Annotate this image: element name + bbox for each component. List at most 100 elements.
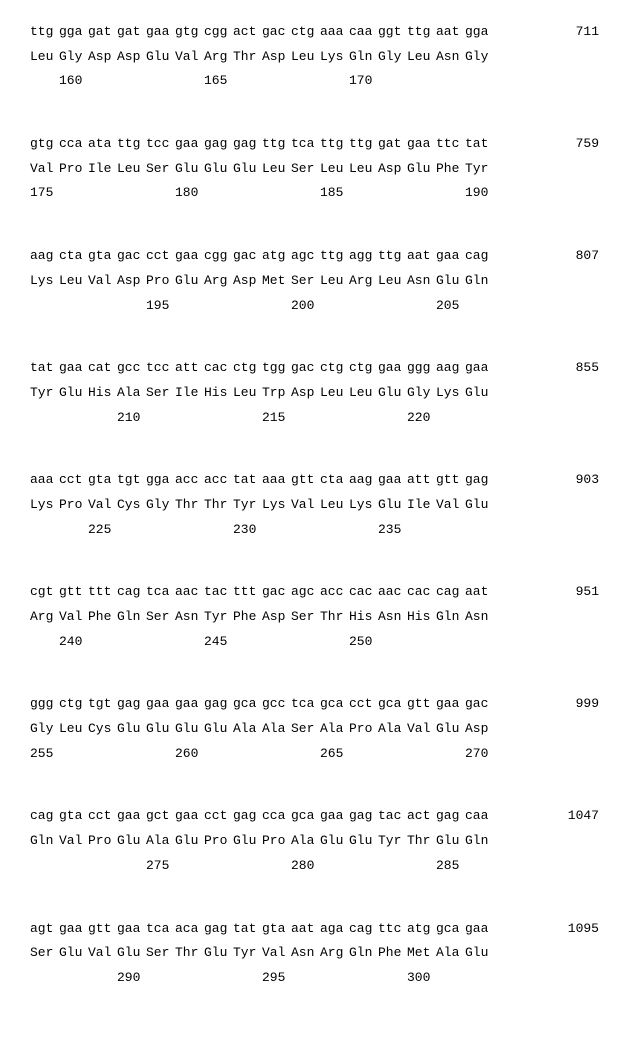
residue-index	[407, 742, 436, 767]
residue-index	[30, 854, 59, 879]
codon: ttg	[117, 132, 146, 157]
residue-index: 185	[320, 181, 349, 206]
amino-acid: Met	[407, 941, 436, 966]
residue-index	[378, 630, 407, 655]
amino-acid: Cys	[117, 493, 146, 518]
amino-acid: Glu	[378, 381, 407, 406]
amino-acid: Glu	[465, 381, 494, 406]
amino-acid: Thr	[407, 829, 436, 854]
codon: cag	[349, 917, 378, 942]
amino-acid: Thr	[320, 605, 349, 630]
codon: ttg	[378, 244, 407, 269]
amino-acid: Glu	[146, 717, 175, 742]
codon-row: gggctgtgtgaggaagaagaggcagcctcagcacctgcag…	[30, 692, 599, 717]
amino-acid: Lys	[320, 45, 349, 70]
codon: aat	[465, 580, 494, 605]
amino-acid: Glu	[175, 829, 204, 854]
amino-acid: Glu	[117, 717, 146, 742]
amino-acid: Leu	[30, 45, 59, 70]
codon: gta	[59, 804, 88, 829]
residue-index	[146, 406, 175, 431]
amino-acid: Val	[88, 493, 117, 518]
amino-acid: Val	[175, 45, 204, 70]
codon: cag	[436, 580, 465, 605]
codon: gca	[378, 692, 407, 717]
residue-index	[262, 294, 291, 319]
amino-acid: Ala	[146, 829, 175, 854]
residue-index	[291, 181, 320, 206]
residue-index: 270	[465, 742, 494, 767]
codon: gtt	[436, 468, 465, 493]
codon: gaa	[407, 132, 436, 157]
codon: gac	[262, 20, 291, 45]
index-row: 240245250	[30, 630, 599, 655]
codon: tat	[465, 132, 494, 157]
amino-acid: Arg	[204, 269, 233, 294]
codon: gac	[465, 692, 494, 717]
codon: gag	[465, 468, 494, 493]
amino-acid: Glu	[378, 493, 407, 518]
residue-index	[146, 630, 175, 655]
codon: act	[407, 804, 436, 829]
amino-acid: Ile	[175, 381, 204, 406]
codon: agt	[30, 917, 59, 942]
residue-index	[320, 406, 349, 431]
amino-acid: Val	[88, 941, 117, 966]
sequence-block: gggctgtgtgaggaagaagaggcagcctcagcacctgcag…	[30, 692, 599, 766]
amino-acid: Asn	[436, 45, 465, 70]
amino-acid: Ala	[291, 829, 320, 854]
amino-acid: Leu	[59, 269, 88, 294]
amino-acid: Ala	[320, 717, 349, 742]
amino-acid: Val	[30, 157, 59, 182]
codon: gaa	[117, 804, 146, 829]
codon-row: cgtgtttttcagtcaaactactttgacagcacccacaacc…	[30, 580, 599, 605]
codon: cta	[320, 468, 349, 493]
index-row: 175180185190	[30, 181, 599, 206]
codon: gat	[117, 20, 146, 45]
amino-acid: Ser	[146, 157, 175, 182]
amino-acid: Cys	[88, 717, 117, 742]
amino-acid: Pro	[262, 829, 291, 854]
residue-index	[175, 294, 204, 319]
residue-index: 160	[59, 69, 88, 94]
amino-acid: Lys	[30, 269, 59, 294]
residue-index	[204, 966, 233, 991]
residue-index: 180	[175, 181, 204, 206]
amino-acid-row: LysProValCysGlyThrThrTyrLysValLeuLysGluI…	[30, 493, 599, 518]
residue-index	[349, 518, 378, 543]
amino-acid: Lys	[349, 493, 378, 518]
amino-acid: Tyr	[233, 493, 262, 518]
amino-acid: Asn	[175, 605, 204, 630]
codon: att	[175, 356, 204, 381]
amino-acid: Leu	[117, 157, 146, 182]
amino-acid: Ala	[117, 381, 146, 406]
residue-index	[436, 69, 465, 94]
amino-acid: Val	[407, 717, 436, 742]
codon: ttg	[320, 244, 349, 269]
amino-acid: Pro	[146, 269, 175, 294]
index-row: 255260265270	[30, 742, 599, 767]
residue-index	[117, 630, 146, 655]
residue-index	[88, 406, 117, 431]
residue-index	[407, 181, 436, 206]
amino-acid: Asp	[262, 45, 291, 70]
amino-acid: Leu	[59, 717, 88, 742]
residue-index	[204, 742, 233, 767]
residue-index	[378, 294, 407, 319]
codon: aat	[436, 20, 465, 45]
residue-index: 170	[349, 69, 378, 94]
residue-index	[233, 294, 262, 319]
codon: acc	[175, 468, 204, 493]
amino-acid: Leu	[291, 45, 320, 70]
residue-index	[320, 294, 349, 319]
residue-index	[88, 69, 117, 94]
codon: ctg	[233, 356, 262, 381]
codon: ata	[88, 132, 117, 157]
codon: gaa	[378, 356, 407, 381]
codon: gga	[465, 20, 494, 45]
amino-acid: Asn	[465, 605, 494, 630]
codon: gct	[146, 804, 175, 829]
codon: caa	[465, 804, 494, 829]
codon: tgt	[88, 692, 117, 717]
residue-index	[436, 966, 465, 991]
